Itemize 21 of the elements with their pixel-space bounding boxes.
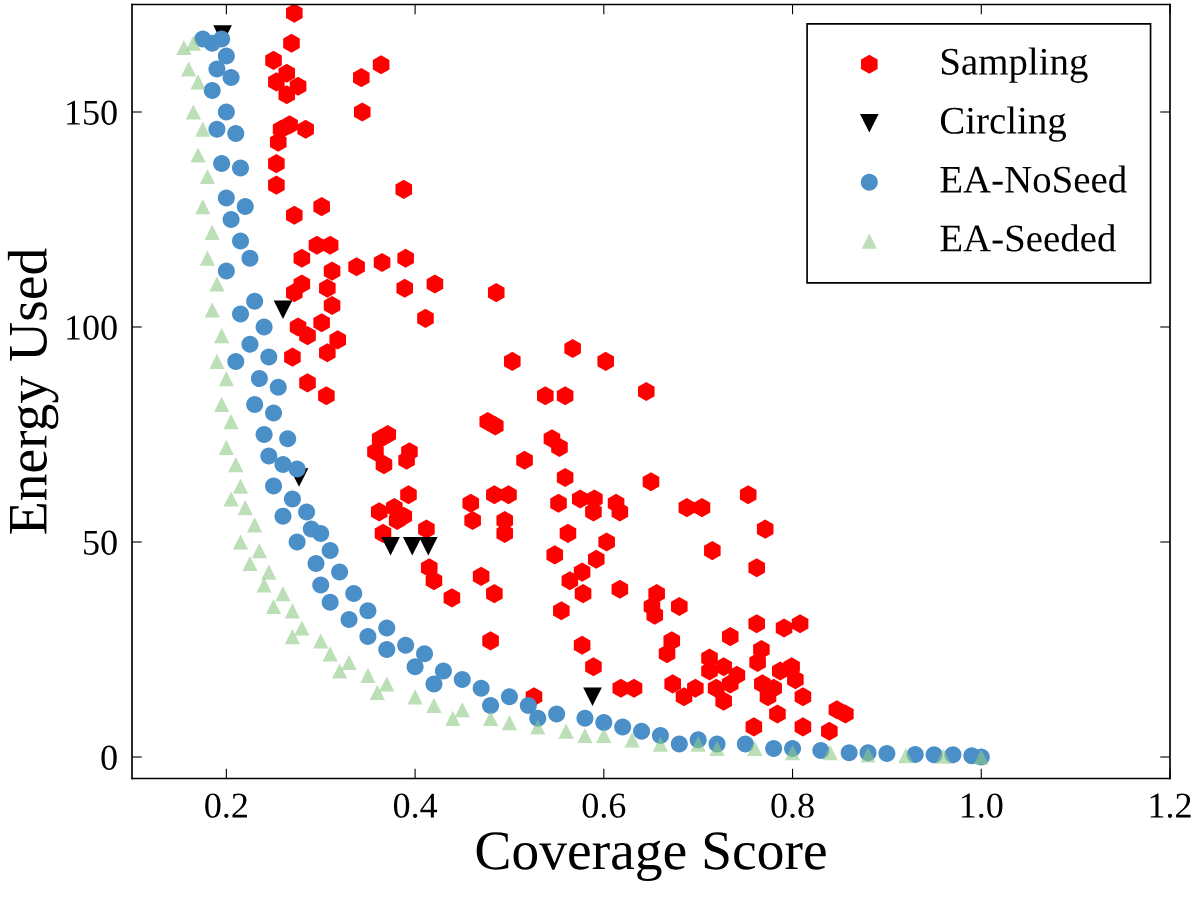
legend-label: EA-NoSeed (940, 165, 1127, 193)
legend-label: Sampling (941, 47, 1088, 83)
x-tick-label: 1.2 (1150, 793, 1191, 818)
legend-label: Circling (940, 106, 1067, 142)
x-axis-title: Coverage Score (476, 832, 826, 882)
point (402, 536, 422, 556)
x-tick-label: 0.8 (771, 793, 814, 818)
x-tick-label: 0.2 (205, 793, 247, 818)
x-tick-label: 0.6 (582, 793, 626, 818)
point (381, 536, 400, 556)
y-tick-label: 0 (101, 745, 117, 770)
y-tick-label: 150 (67, 100, 117, 125)
point (583, 687, 602, 707)
x-tick-label: 1.0 (961, 793, 1003, 818)
point (273, 300, 293, 320)
legend-label: EA-Seeded (940, 224, 1116, 252)
y-tick-label: 100 (67, 315, 117, 340)
y-tick-label: 50 (84, 530, 117, 555)
y-axis-title: Energy Used (7, 248, 59, 534)
point (418, 536, 438, 556)
x-tick-label: 0.4 (393, 793, 438, 818)
